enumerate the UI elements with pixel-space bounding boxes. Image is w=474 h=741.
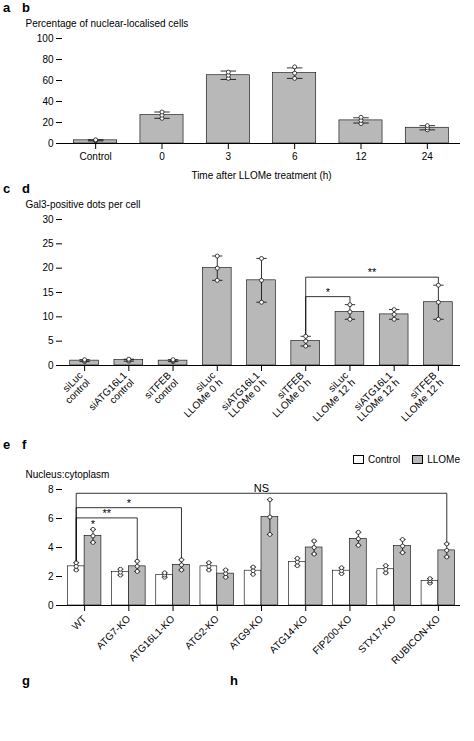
html-text:b: b [22, 0, 30, 15]
svg-text:8: 8 [48, 484, 54, 495]
svg-text:6: 6 [48, 513, 54, 524]
svg-text:3: 3 [226, 151, 232, 162]
svg-text:siATG16L1LLOMe 0 h: siATG16L1LLOMe 0 h [219, 369, 269, 419]
svg-text:80: 80 [42, 54, 54, 65]
svg-text:siATG16L1LLOMe 12 h: siATG16L1LLOMe 12 h [348, 369, 402, 423]
html-text:LLOMe: LLOMe [427, 454, 460, 465]
svg-text:siLuccontrol: siLuccontrol [56, 370, 92, 406]
svg-text:20: 20 [42, 262, 54, 273]
html-text:d: d [22, 181, 30, 196]
html-text:a: a [3, 0, 11, 15]
svg-text:*: * [127, 497, 132, 509]
svg-text:FIP200-KO: FIP200-KO [310, 613, 353, 656]
html-text:h: h [230, 673, 238, 688]
svg-text:2: 2 [48, 571, 54, 582]
svg-text:40: 40 [42, 96, 54, 107]
svg-text:STX17-KO: STX17-KO [356, 613, 398, 655]
svg-text:5: 5 [48, 335, 54, 346]
svg-text:15: 15 [42, 287, 54, 298]
svg-text:*: * [326, 286, 331, 298]
html-text:f: f [22, 437, 27, 452]
svg-text:**: ** [102, 507, 111, 519]
svg-text:60: 60 [42, 75, 54, 86]
svg-text:ATG2-KO: ATG2-KO [183, 613, 221, 651]
svg-text:NS: NS [254, 482, 269, 494]
html-text:Control: Control [368, 454, 401, 465]
svg-text:siTFEBcontrol: siTFEBcontrol [142, 369, 180, 407]
svg-text:siATG16L1control: siATG16L1control [86, 369, 136, 419]
svg-text:WT: WT [70, 613, 89, 632]
svg-text:ATG7-KO: ATG7-KO [94, 613, 132, 651]
svg-text:ATG14-KO: ATG14-KO [267, 613, 309, 655]
svg-text:25: 25 [42, 238, 54, 249]
svg-text:24: 24 [422, 151, 434, 162]
svg-text:0: 0 [48, 360, 54, 371]
svg-text:siLucLLOMe 0 h: siLucLLOMe 0 h [175, 370, 225, 420]
svg-text:Nucleus:cytoplasm: Nucleus:cytoplasm [26, 469, 110, 480]
svg-text:4: 4 [48, 542, 54, 553]
svg-text:siTFEBLLOMe 12 h: siTFEBLLOMe 12 h [392, 369, 446, 423]
svg-text:20: 20 [42, 117, 54, 128]
svg-text:*: * [91, 518, 96, 530]
svg-text:12: 12 [355, 151, 367, 162]
html-text:e: e [3, 437, 11, 452]
svg-text:100: 100 [37, 33, 54, 44]
svg-text:siTFEBLLOMe 0 h: siTFEBLLOMe 0 h [263, 369, 313, 419]
svg-text:10: 10 [42, 311, 54, 322]
svg-text:0: 0 [159, 151, 165, 162]
svg-text:RUBICON-KO: RUBICON-KO [389, 613, 442, 666]
svg-text:30: 30 [42, 214, 54, 225]
svg-text:0: 0 [48, 600, 54, 611]
svg-text:siLucLLOMe 12 h: siLucLLOMe 12 h [303, 370, 357, 424]
svg-text:Gal3-positive dots per cell: Gal3-positive dots per cell [26, 199, 141, 210]
svg-text:Percentage of nuclear-localise: Percentage of nuclear-localised cells [26, 18, 189, 29]
svg-text:6: 6 [292, 151, 298, 162]
html-text:g: g [22, 673, 30, 688]
svg-text:0: 0 [48, 138, 54, 149]
svg-text:ATG16L1-KO: ATG16L1-KO [127, 613, 177, 663]
svg-text:Control: Control [80, 151, 112, 162]
svg-text:**: ** [368, 266, 377, 278]
svg-text:ATG9-KO: ATG9-KO [227, 613, 265, 651]
svg-text:Time after LLOMe treatment (h): Time after LLOMe treatment (h) [191, 170, 331, 181]
html-text:c: c [3, 181, 11, 196]
